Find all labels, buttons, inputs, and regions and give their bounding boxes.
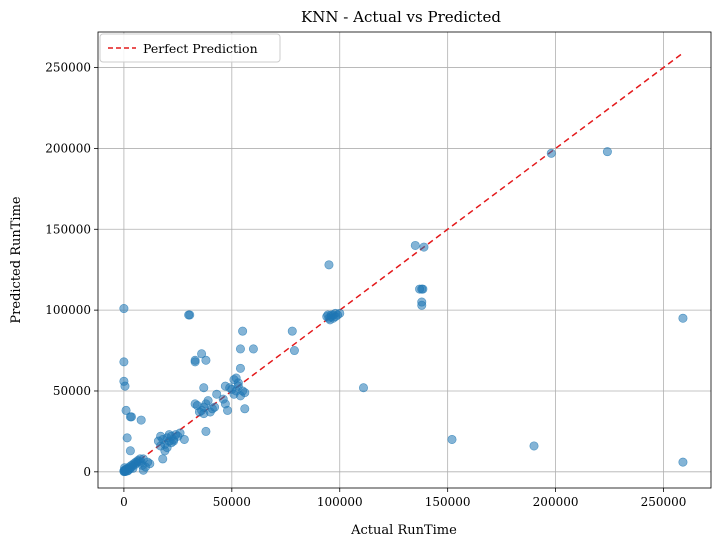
perfect-line-layer [123,52,684,473]
data-point [358,383,368,393]
x-tick-label: 50000 [213,495,251,509]
y-tick-label: 0 [83,465,91,479]
data-point [287,326,297,336]
data-point [122,433,132,443]
chart-title: KNN - Actual vs Predicted [301,8,501,26]
data-point [199,383,209,393]
y-tick-label: 100000 [45,303,91,317]
data-point [128,463,138,473]
data-point [210,402,220,412]
x-tick-label: 250000 [641,495,687,509]
data-point [240,404,250,414]
data-point [126,412,136,422]
data-point [201,355,211,365]
data-point [218,394,228,404]
x-axis-label: Actual RunTime [350,523,457,538]
data-point [158,454,168,464]
points-layer [119,147,688,477]
data-point [120,381,130,391]
data-point [233,381,243,391]
data-point [212,389,222,399]
x-tick-label: 0 [120,495,128,509]
y-tick-label: 200000 [45,141,91,155]
x-tick-label: 100000 [317,495,363,509]
data-point [229,389,239,399]
data-point [546,148,556,158]
y-axis-label: Predicted RunTime [9,196,24,323]
data-point [119,304,129,314]
data-point [240,388,250,398]
perfect-prediction-line [123,52,684,473]
data-point [185,310,195,320]
data-point [678,457,688,467]
y-tick-label: 250000 [45,61,91,75]
data-point [169,436,179,446]
data-point [248,344,258,354]
data-point [125,446,135,456]
data-point [678,313,688,323]
data-point [199,409,209,419]
data-point [156,441,166,451]
data-point [410,240,420,250]
data-point [238,326,248,336]
data-point [136,415,146,425]
grid [98,32,711,488]
data-point [323,310,333,320]
data-point [447,434,457,444]
data-point [231,373,241,383]
data-point [197,349,207,359]
plot-frame [97,31,712,489]
data-point [225,383,235,393]
data-point [119,357,129,367]
legend: Perfect Prediction [99,33,281,63]
y-tick-label: 150000 [45,222,91,236]
data-point [138,454,148,464]
data-point [235,344,245,354]
data-point [418,284,428,294]
data-point [190,355,200,365]
data-point [419,242,429,252]
data-point [289,346,299,356]
data-point [223,405,233,415]
data-point [203,396,213,406]
x-tick-label: 150000 [425,495,471,509]
legend-box [99,33,281,63]
data-point [235,363,245,373]
data-point [164,430,174,440]
data-point [417,300,427,310]
y-tick-label: 50000 [53,384,91,398]
data-point [602,147,612,157]
data-point [529,441,539,451]
data-point [201,426,211,436]
axis-ticks: 0 50000 100000 150000 200000 250000 0 50000 1000… [45,61,686,509]
x-tick-label: 200000 [533,495,579,509]
legend-label: Perfect Prediction [143,41,258,56]
data-point [324,260,334,270]
data-point [121,405,131,415]
